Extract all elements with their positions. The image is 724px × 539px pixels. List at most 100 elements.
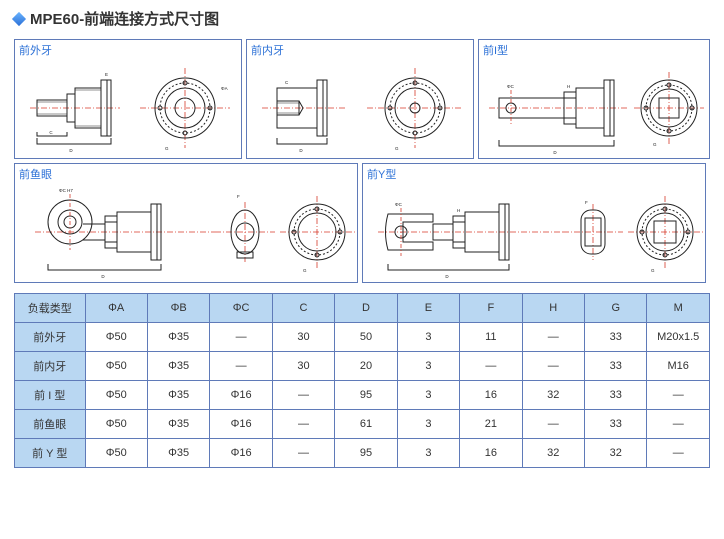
table-header-cell: H: [522, 294, 584, 323]
table-cell: 20: [335, 352, 397, 381]
table-header-cell: ΦA: [85, 294, 147, 323]
table-cell: Φ35: [147, 352, 209, 381]
table-cell: Φ16: [210, 381, 272, 410]
drawing-fisheye: D ΦC H7 F G: [15, 164, 359, 284]
table-cell: —: [647, 381, 710, 410]
panel-front-external-thread: 前外牙 D C E: [14, 39, 242, 159]
table-cell: 16: [460, 381, 522, 410]
table-header-cell: 负载类型: [15, 294, 86, 323]
table-cell: 32: [522, 439, 584, 468]
table-cell: 16: [460, 439, 522, 468]
svg-text:D: D: [101, 274, 105, 279]
table-cell: 95: [335, 439, 397, 468]
table-cell: 30: [272, 323, 334, 352]
table-cell: —: [272, 410, 334, 439]
svg-text:G: G: [395, 146, 399, 151]
table-cell: Φ50: [85, 410, 147, 439]
svg-text:ΦC: ΦC: [395, 202, 403, 207]
table-header-cell: ΦC: [210, 294, 272, 323]
panel-front-fisheye: 前鱼眼 D ΦC H7: [14, 163, 358, 283]
table-row: 前 I 型Φ50Φ35Φ16—953163233—: [15, 381, 710, 410]
title-row: MPE60-前端连接方式尺寸图: [14, 8, 710, 29]
svg-text:F: F: [585, 200, 588, 205]
panel-front-internal-thread: 前内牙 D C: [246, 39, 474, 159]
table-cell: 50: [335, 323, 397, 352]
svg-text:ΦA: ΦA: [221, 86, 228, 91]
svg-text:D: D: [299, 148, 303, 153]
table-cell: Φ16: [210, 439, 272, 468]
panel-front-y-type: 前Y型 D ΦC H: [362, 163, 706, 283]
svg-text:ΦC: ΦC: [507, 84, 515, 89]
table-cell: 32: [522, 381, 584, 410]
table-cell: 95: [335, 381, 397, 410]
diagram-grid: 前外牙 D C E: [14, 39, 710, 283]
table-row-label: 前内牙: [15, 352, 86, 381]
table-row-label: 前 I 型: [15, 381, 86, 410]
table-cell: —: [647, 410, 710, 439]
table-cell: 11: [460, 323, 522, 352]
table-cell: 3: [397, 381, 459, 410]
table-header-cell: F: [460, 294, 522, 323]
svg-text:E: E: [105, 72, 108, 77]
table-row: 前 Y 型Φ50Φ35Φ16—953163232—: [15, 439, 710, 468]
table-cell: Φ16: [210, 410, 272, 439]
table-cell: 61: [335, 410, 397, 439]
table-cell: —: [210, 323, 272, 352]
table-header-cell: E: [397, 294, 459, 323]
drawing-external-thread: D C E ΦA G: [15, 40, 243, 160]
table-cell: 33: [585, 323, 647, 352]
svg-text:G: G: [303, 268, 307, 273]
table-row: 前鱼眼Φ50Φ35Φ16—61321—33—: [15, 410, 710, 439]
drawing-i-type: D H ΦC G: [479, 40, 711, 160]
svg-text:G: G: [165, 146, 169, 151]
svg-text:H: H: [567, 84, 570, 89]
panel-front-i-type: 前I型 D H ΦC: [478, 39, 710, 159]
table-cell: 3: [397, 439, 459, 468]
table-row: 前外牙Φ50Φ35—3050311—33M20x1.5: [15, 323, 710, 352]
table-cell: —: [522, 410, 584, 439]
table-cell: —: [522, 323, 584, 352]
svg-text:C: C: [285, 80, 289, 85]
table-cell: 21: [460, 410, 522, 439]
table-cell: 3: [397, 410, 459, 439]
table-cell: —: [460, 352, 522, 381]
drawing-y-type: D ΦC H F G: [363, 164, 707, 284]
table-cell: Φ50: [85, 352, 147, 381]
svg-text:F: F: [237, 194, 240, 199]
svg-text:C: C: [49, 130, 53, 135]
table-cell: —: [272, 381, 334, 410]
table-cell: 33: [585, 381, 647, 410]
table-cell: Φ50: [85, 381, 147, 410]
table-body: 前外牙Φ50Φ35—3050311—33M20x1.5前内牙Φ50Φ35—302…: [15, 323, 710, 468]
table-cell: 33: [585, 352, 647, 381]
table-row-label: 前鱼眼: [15, 410, 86, 439]
svg-text:D: D: [445, 274, 449, 279]
svg-text:D: D: [69, 148, 73, 153]
diamond-icon: [12, 11, 26, 25]
table-cell: 32: [585, 439, 647, 468]
table-header-cell: G: [585, 294, 647, 323]
svg-text:ΦC H7: ΦC H7: [59, 188, 73, 193]
svg-text:G: G: [653, 142, 657, 147]
table-cell: —: [647, 439, 710, 468]
page-title: MPE60-前端连接方式尺寸图: [30, 8, 219, 29]
table-row-label: 前 Y 型: [15, 439, 86, 468]
table-cell: Φ35: [147, 439, 209, 468]
table-cell: —: [522, 352, 584, 381]
table-row: 前内牙Φ50Φ35—30203——33M16: [15, 352, 710, 381]
svg-text:G: G: [651, 268, 655, 273]
table-header-cell: M: [647, 294, 710, 323]
table-row-label: 前外牙: [15, 323, 86, 352]
table-cell: Φ50: [85, 323, 147, 352]
table-cell: —: [210, 352, 272, 381]
svg-text:D: D: [553, 150, 557, 155]
table-cell: M20x1.5: [647, 323, 710, 352]
table-cell: —: [272, 439, 334, 468]
dimension-table: 负载类型ΦAΦBΦCCDEFHGM 前外牙Φ50Φ35—3050311—33M2…: [14, 293, 710, 468]
table-cell: M16: [647, 352, 710, 381]
table-cell: 3: [397, 352, 459, 381]
drawing-internal-thread: D C G: [247, 40, 475, 160]
table-cell: 30: [272, 352, 334, 381]
table-header-row: 负载类型ΦAΦBΦCCDEFHGM: [15, 294, 710, 323]
table-cell: 3: [397, 323, 459, 352]
